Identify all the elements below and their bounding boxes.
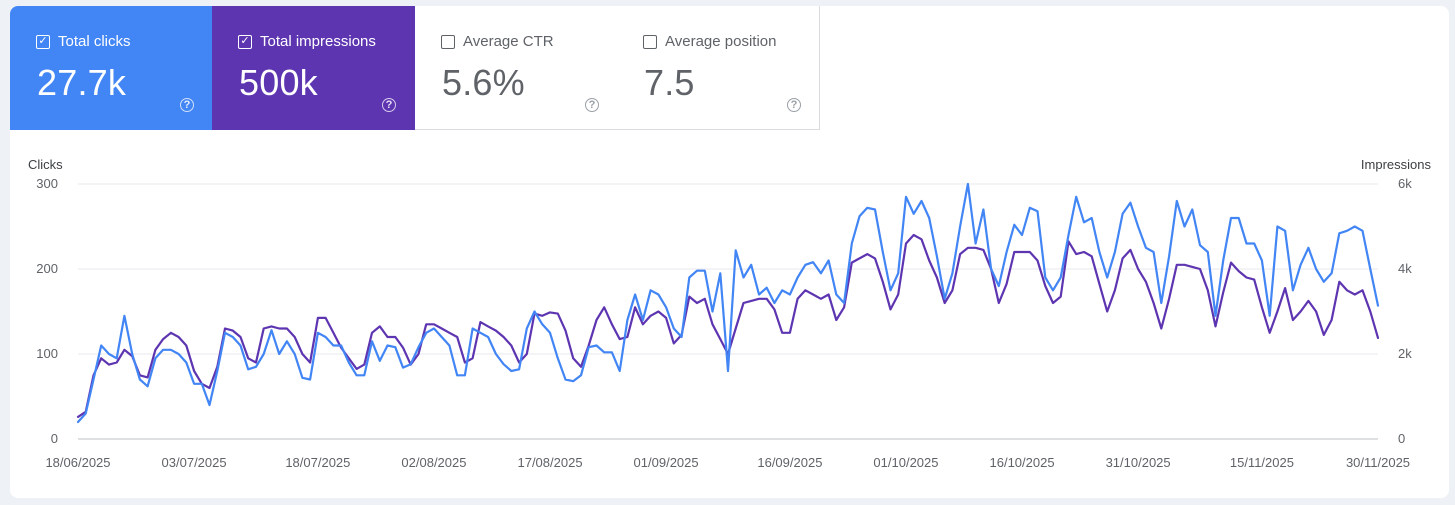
metric-value: 5.6% — [442, 62, 525, 103]
series-line-impressions[interactable] — [76, 233, 1380, 418]
checkbox-icon[interactable]: ✓ — [238, 34, 252, 49]
right-axis-ticks: 0 2k 4k 6k — [1398, 176, 1412, 446]
metric-tile-header: ✓ Total impressions — [238, 33, 376, 50]
help-icon[interactable]: ? — [787, 98, 801, 112]
left-axis-ticks: 0 100 200 300 — [36, 176, 58, 446]
metric-value: 500k — [239, 62, 318, 103]
metric-tile-header: ✓ Total clicks — [36, 33, 131, 50]
x-tick-label: 16/10/2025 — [990, 455, 1055, 470]
help-icon[interactable]: ? — [180, 98, 194, 112]
y-right-tick-label: 6k — [1398, 176, 1412, 191]
metric-tile-total-clicks[interactable]: ✓ Total clicks 27.7k ? — [10, 6, 213, 130]
metric-tile-average-position[interactable]: Average position 7.5 ? — [617, 6, 820, 130]
metric-label: Average CTR — [463, 33, 554, 50]
series-line-clicks[interactable] — [76, 182, 1380, 424]
metric-tile-header: Average position — [643, 33, 776, 50]
metric-label: Total impressions — [260, 33, 376, 50]
x-axis-ticks: 18/06/2025 03/07/2025 18/07/2025 02/08/2025… — [45, 455, 1410, 470]
y-left-tick-label: 100 — [36, 346, 58, 361]
x-tick-label: 15/11/2025 — [1230, 455, 1294, 470]
left-axis-title: Clicks — [28, 157, 63, 172]
x-tick-label: 18/06/2025 — [45, 455, 110, 470]
y-right-tick-label: 2k — [1398, 346, 1412, 361]
x-tick-label: 02/08/2025 — [401, 455, 466, 470]
metric-label: Total clicks — [58, 33, 131, 50]
y-left-tick-label: 0 — [51, 431, 58, 446]
checkbox-icon[interactable] — [441, 34, 455, 49]
performance-chart: Clicks Impressions 0 100 200 300 0 2k 4k 6k 18… — [28, 157, 1432, 470]
metric-tile-average-ctr[interactable]: Average CTR 5.6% ? — [415, 6, 618, 130]
x-tick-label: 03/07/2025 — [162, 455, 227, 470]
x-tick-label: 31/10/2025 — [1106, 455, 1171, 470]
metric-tile-header: Average CTR — [441, 33, 554, 50]
help-icon[interactable]: ? — [382, 98, 396, 112]
help-icon[interactable]: ? — [585, 98, 599, 112]
y-left-tick-label: 200 — [36, 261, 58, 276]
metric-value: 27.7k — [37, 62, 127, 103]
performance-card: ✓ Total clicks 27.7k ? ✓ Total impressio… — [10, 6, 1449, 498]
checkbox-icon[interactable]: ✓ — [36, 34, 50, 49]
series-lines[interactable] — [76, 182, 1380, 424]
y-right-tick-label: 0 — [1398, 431, 1405, 446]
x-tick-label: 18/07/2025 — [285, 455, 350, 470]
right-axis-title: Impressions — [1361, 157, 1432, 172]
y-right-tick-label: 4k — [1398, 261, 1412, 276]
x-tick-label: 16/09/2025 — [757, 455, 822, 470]
metric-label: Average position — [665, 33, 777, 50]
x-tick-label: 01/10/2025 — [873, 455, 938, 470]
x-tick-label: 01/09/2025 — [634, 455, 699, 470]
x-tick-label: 30/11/2025 — [1346, 455, 1410, 470]
metric-tile-total-impressions[interactable]: ✓ Total impressions 500k ? — [212, 6, 415, 130]
y-left-tick-label: 300 — [36, 176, 58, 191]
x-tick-label: 17/08/2025 — [517, 455, 582, 470]
metric-value: 7.5 — [644, 62, 695, 103]
checkbox-icon[interactable] — [643, 34, 657, 49]
